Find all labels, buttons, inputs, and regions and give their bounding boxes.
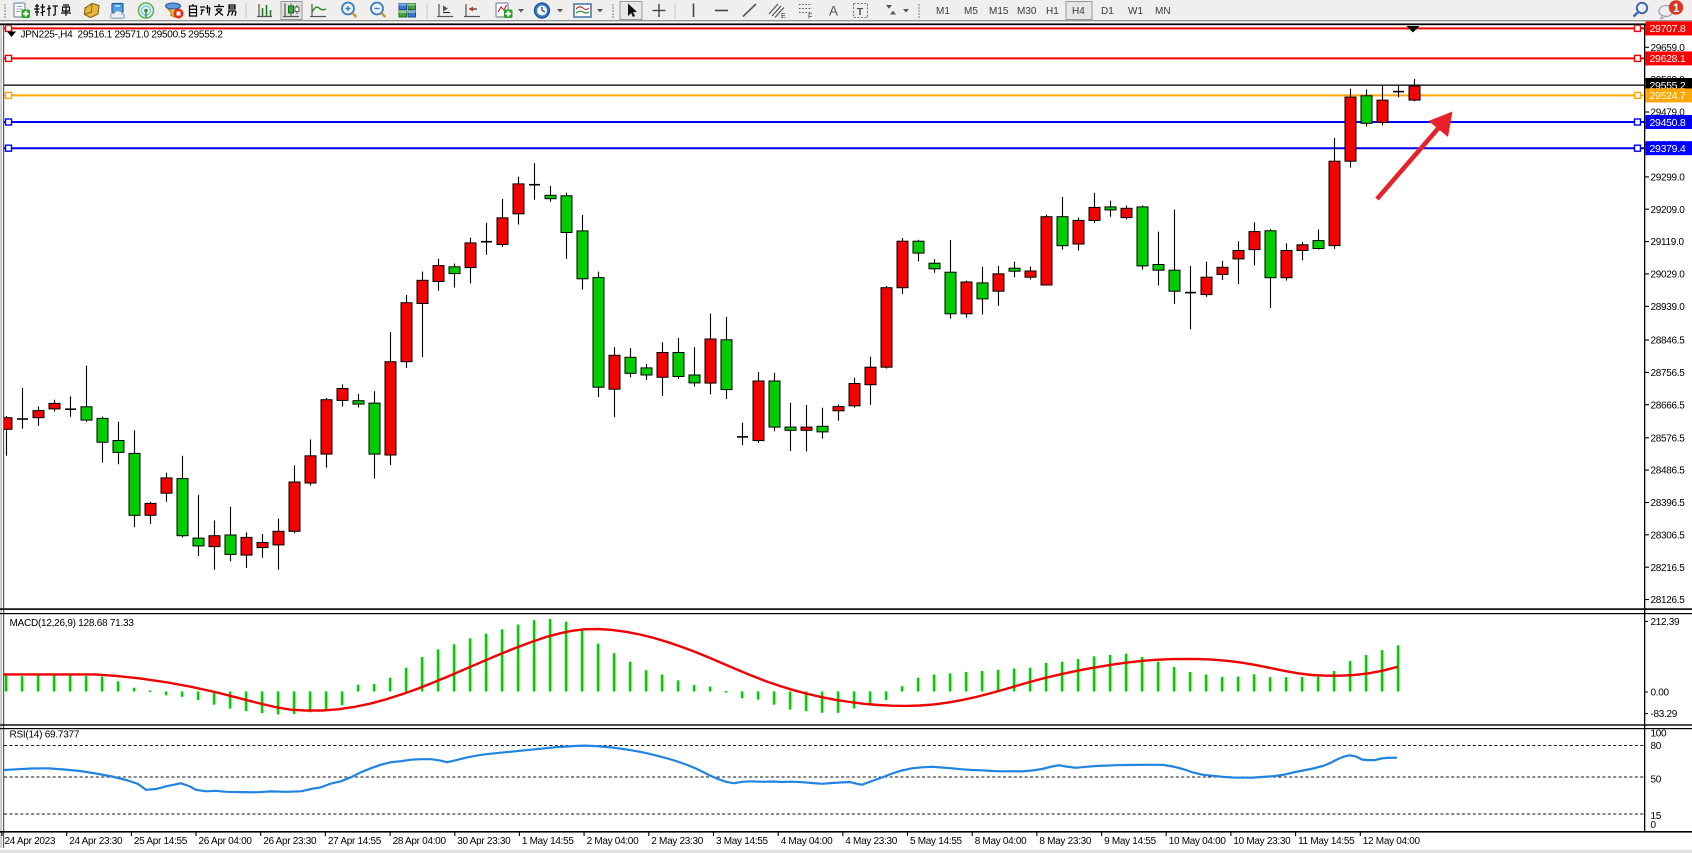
svg-text:0.00: 0.00 <box>1651 688 1670 699</box>
svg-text:3 May 14:55: 3 May 14:55 <box>716 836 768 847</box>
svg-text:29119.0: 29119.0 <box>1651 237 1685 248</box>
svg-text:8 May 23:30: 8 May 23:30 <box>1039 836 1091 847</box>
svg-text:11 May 14:55: 11 May 14:55 <box>1298 836 1355 847</box>
svg-text:28 Apr 04:00: 28 Apr 04:00 <box>393 836 447 847</box>
svg-text:8 May 04:00: 8 May 04:00 <box>975 836 1027 847</box>
svg-text:25 Apr 14:55: 25 Apr 14:55 <box>134 836 188 847</box>
svg-text:12 May 04:00: 12 May 04:00 <box>1363 836 1421 847</box>
svg-text:T: T <box>857 6 864 18</box>
svg-text:28576.5: 28576.5 <box>1651 433 1686 444</box>
svg-text:M30: M30 <box>1017 6 1037 17</box>
svg-text:1: 1 <box>1673 3 1680 15</box>
svg-text:5 May 14:55: 5 May 14:55 <box>910 836 962 847</box>
svg-text:50: 50 <box>1651 775 1662 786</box>
svg-text:212.39: 212.39 <box>1651 617 1681 628</box>
svg-text:A: A <box>829 4 838 19</box>
svg-text:29524.7: 29524.7 <box>1650 90 1686 102</box>
svg-text:MN: MN <box>1155 6 1171 17</box>
svg-text:29379.4: 29379.4 <box>1650 143 1686 155</box>
svg-text:28939.0: 28939.0 <box>1651 302 1686 313</box>
svg-text:H1: H1 <box>1046 6 1059 17</box>
svg-text:28306.5: 28306.5 <box>1651 530 1686 541</box>
svg-text:28486.5: 28486.5 <box>1651 466 1686 477</box>
svg-text:30 Apr 23:30: 30 Apr 23:30 <box>457 836 511 847</box>
svg-text:28396.5: 28396.5 <box>1651 498 1686 509</box>
svg-text:28756.5: 28756.5 <box>1651 368 1686 379</box>
svg-text:F: F <box>808 14 812 21</box>
svg-text:0: 0 <box>1651 820 1657 831</box>
svg-text:26 Apr 23:30: 26 Apr 23:30 <box>263 836 317 847</box>
svg-text:4 May 04:00: 4 May 04:00 <box>781 836 833 847</box>
svg-text:M1: M1 <box>936 6 950 17</box>
svg-text:4 May 23:30: 4 May 23:30 <box>845 836 897 847</box>
svg-text:29029.0: 29029.0 <box>1651 270 1686 281</box>
svg-text:26 Apr 04:00: 26 Apr 04:00 <box>199 836 253 847</box>
svg-text:10 May 04:00: 10 May 04:00 <box>1169 836 1227 847</box>
svg-text:1 May 14:55: 1 May 14:55 <box>522 836 574 847</box>
svg-text:D1: D1 <box>1101 6 1114 17</box>
svg-text:2 May 04:00: 2 May 04:00 <box>587 836 639 847</box>
svg-text:29479.0: 29479.0 <box>1651 108 1686 119</box>
svg-text:JPN225-,H4 29516.1 29571.0 29: JPN225-,H4 29516.1 29571.0 29500.5 29555… <box>21 29 224 40</box>
svg-text:28126.5: 28126.5 <box>1651 595 1686 606</box>
svg-text:28846.5: 28846.5 <box>1651 336 1686 347</box>
svg-text:29450.8: 29450.8 <box>1650 117 1686 129</box>
svg-text:28666.5: 28666.5 <box>1651 400 1686 411</box>
svg-text:9 May 14:55: 9 May 14:55 <box>1104 836 1156 847</box>
svg-text:2 May 23:30: 2 May 23:30 <box>651 836 703 847</box>
svg-text:MACD(12,26,9) 128.68 71.33: MACD(12,26,9) 128.68 71.33 <box>10 618 135 629</box>
svg-text:M5: M5 <box>964 6 978 17</box>
svg-text:100: 100 <box>1651 729 1668 740</box>
svg-text:24 Apr 23:30: 24 Apr 23:30 <box>69 836 123 847</box>
svg-text:RSI(14) 69.7377: RSI(14) 69.7377 <box>10 729 80 740</box>
svg-text:27 Apr 14:55: 27 Apr 14:55 <box>328 836 382 847</box>
svg-text:29707.8: 29707.8 <box>1650 23 1686 35</box>
svg-text:-83.29: -83.29 <box>1651 709 1678 720</box>
svg-text:M15: M15 <box>989 6 1009 17</box>
svg-text:15: 15 <box>1651 811 1662 822</box>
svg-text:29299.0: 29299.0 <box>1651 173 1686 184</box>
svg-text:80: 80 <box>1651 741 1662 752</box>
svg-text:E: E <box>781 13 786 20</box>
svg-text:10 May 23:30: 10 May 23:30 <box>1233 836 1291 847</box>
svg-text:29628.1: 29628.1 <box>1650 53 1686 65</box>
svg-text:29659.0: 29659.0 <box>1651 43 1686 54</box>
svg-text:H4: H4 <box>1072 6 1085 17</box>
svg-text:28216.5: 28216.5 <box>1651 563 1686 574</box>
svg-text:24 Apr 2023: 24 Apr 2023 <box>5 836 56 847</box>
svg-text:29209.0: 29209.0 <box>1651 205 1686 216</box>
svg-text:W1: W1 <box>1128 6 1143 17</box>
